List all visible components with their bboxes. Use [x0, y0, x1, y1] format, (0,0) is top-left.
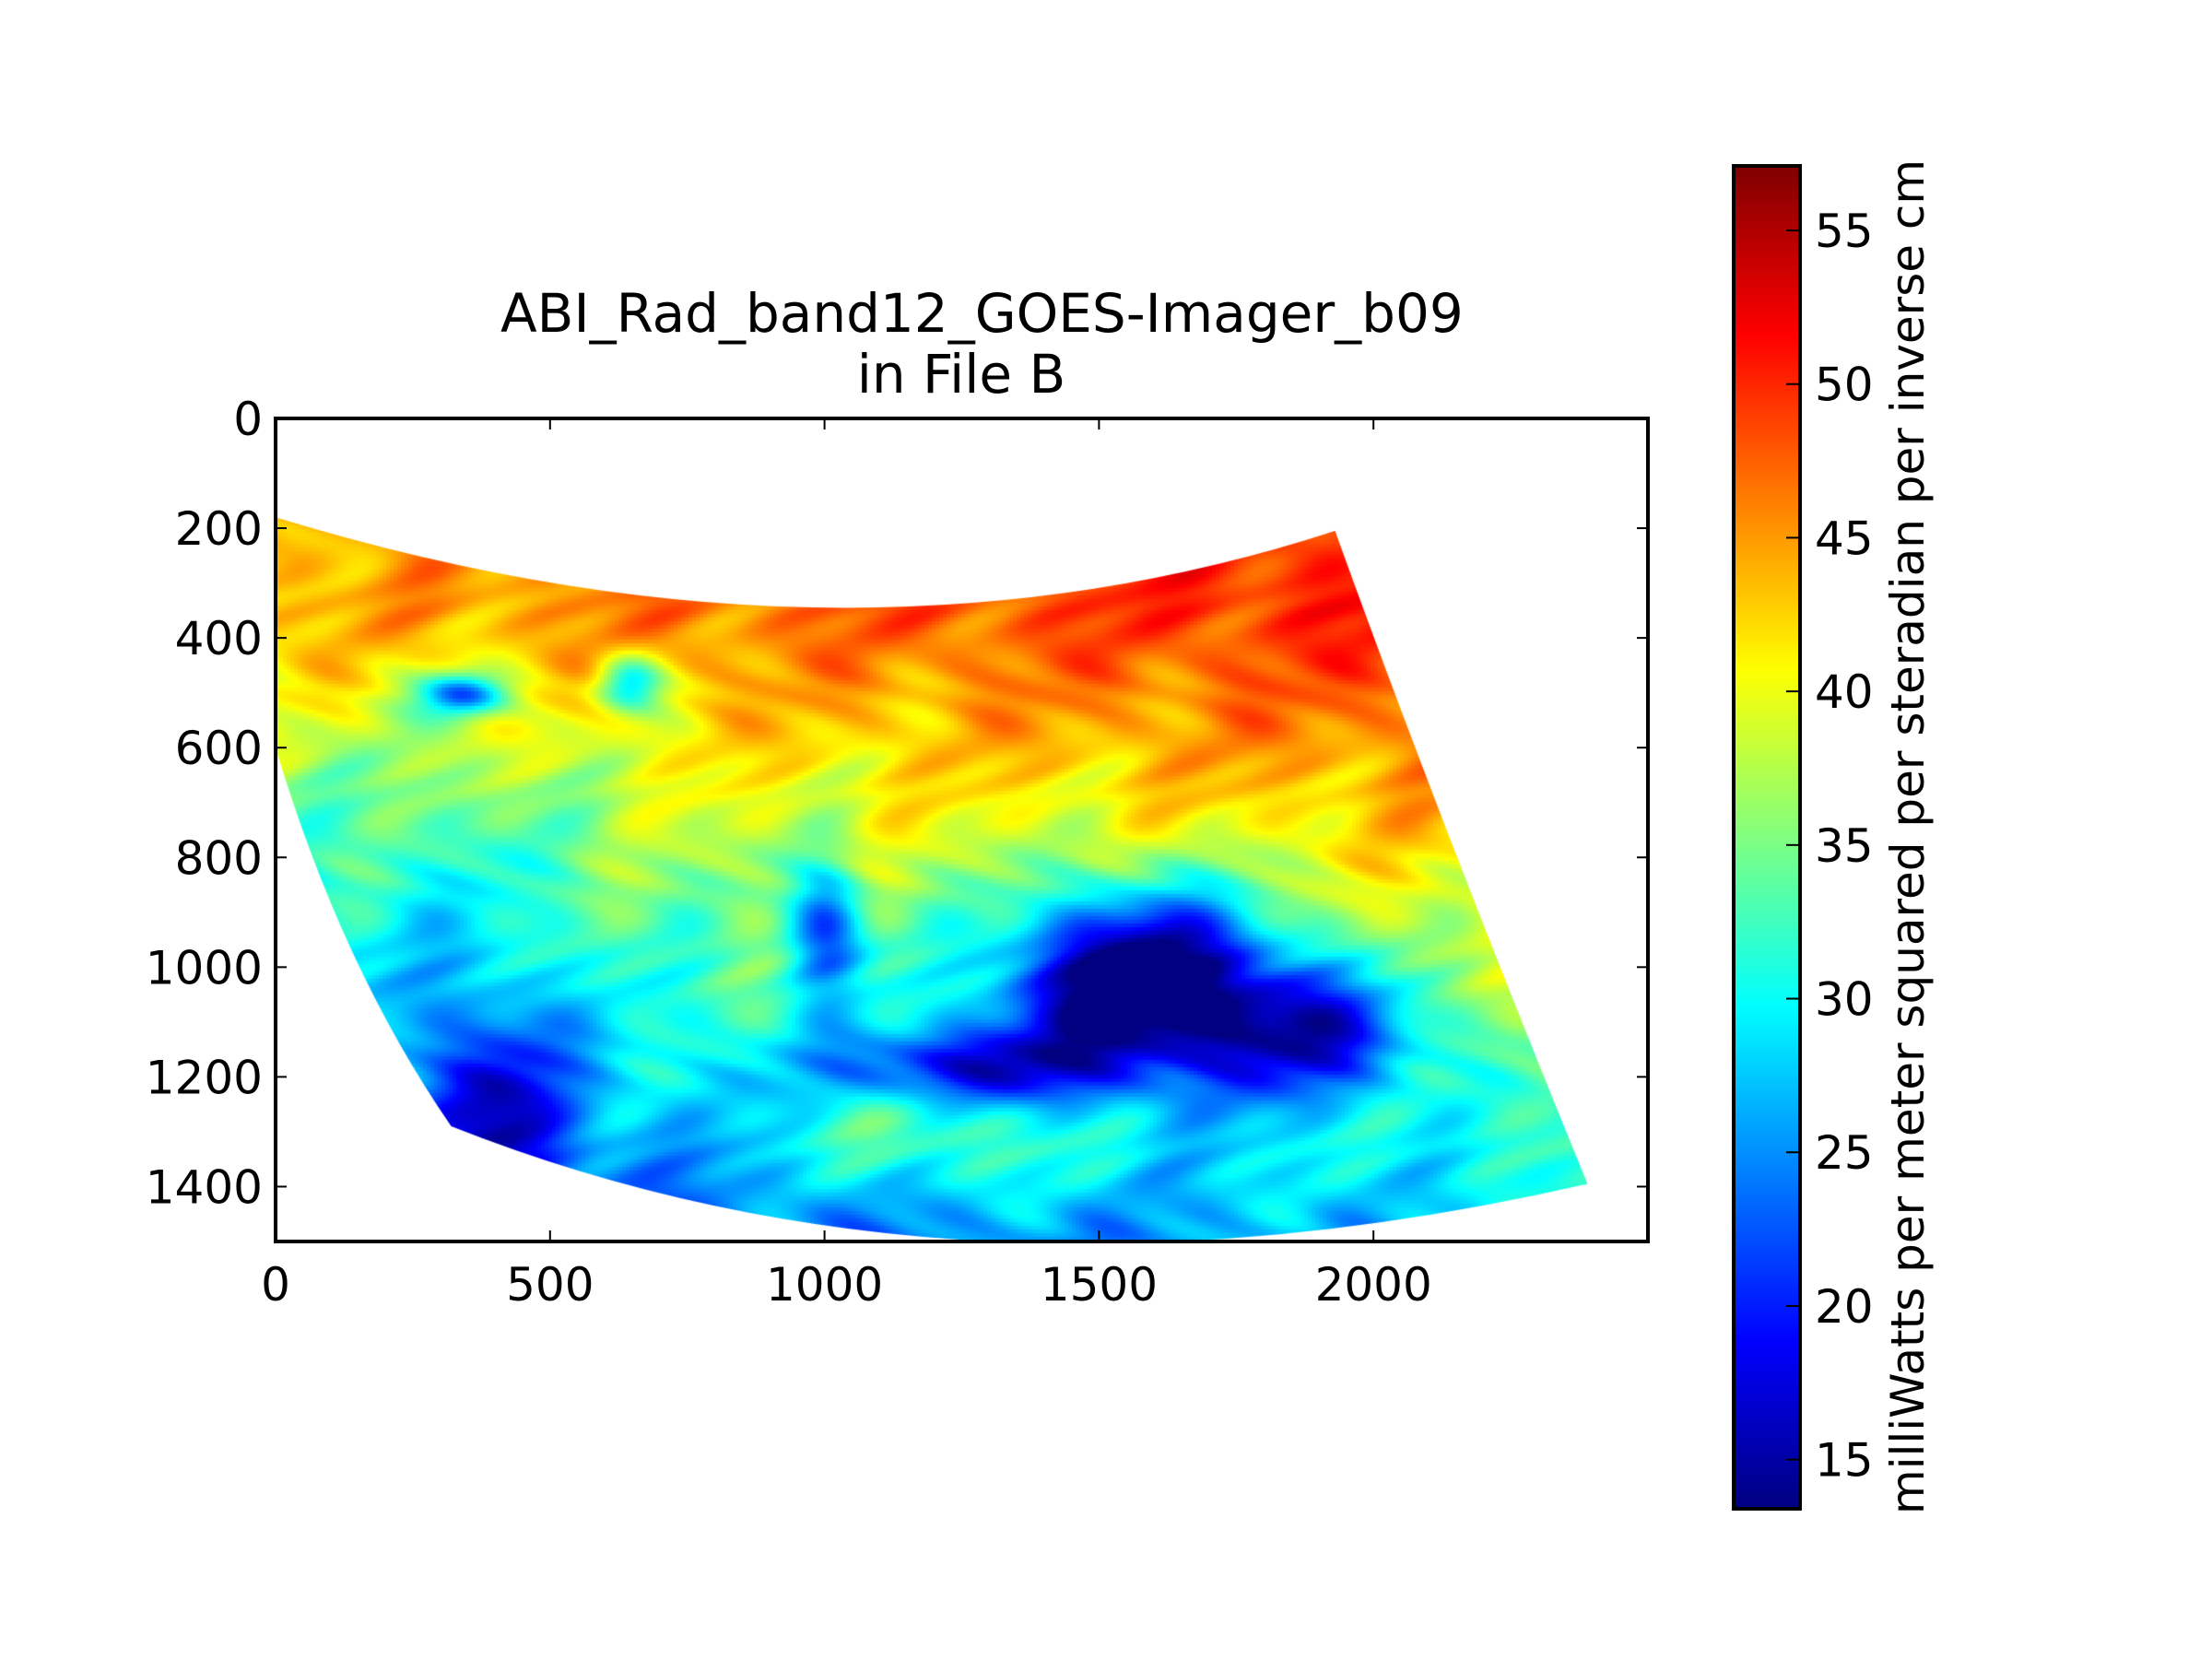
colorbar-tick-label: 55: [1815, 205, 1874, 258]
colorbar-tick-label: 40: [1815, 665, 1874, 719]
chart-title-line1: ABI_Rad_band12_GOES-Imager_b09: [500, 282, 1464, 345]
x-tick-label: 2000: [1315, 1258, 1432, 1312]
colorbar-tick-label: 30: [1815, 973, 1874, 1027]
colorbar-tick-label: 25: [1815, 1126, 1874, 1180]
chart-title-line2: in File B: [856, 343, 1066, 406]
colorbar-tick-label: 15: [1815, 1434, 1874, 1488]
colorbar-tick-label: 50: [1815, 359, 1874, 412]
colorbar-tick-label: 45: [1815, 512, 1874, 565]
plot-frame: [274, 417, 1650, 1243]
y-tick-label: 400: [175, 612, 263, 665]
y-tick-label: 1200: [146, 1051, 263, 1104]
colorbar-gradient: [1734, 166, 1800, 1509]
y-tick-label: 600: [175, 722, 263, 775]
y-tick-label: 1000: [146, 941, 263, 994]
y-tick-label: 1400: [146, 1160, 263, 1214]
colorbar-frame: [1732, 164, 1802, 1511]
y-tick-label: 800: [175, 831, 263, 885]
y-tick-label: 0: [233, 393, 263, 446]
radiance-image: [276, 418, 1648, 1241]
colorbar-tick-label: 20: [1815, 1280, 1874, 1334]
colorbar-tick-label: 35: [1815, 819, 1874, 873]
x-tick-label: 500: [506, 1258, 594, 1312]
y-tick-label: 200: [175, 502, 263, 556]
x-tick-label: 1500: [1041, 1258, 1158, 1312]
x-tick-label: 1000: [766, 1258, 883, 1312]
x-tick-label: 0: [261, 1258, 290, 1312]
